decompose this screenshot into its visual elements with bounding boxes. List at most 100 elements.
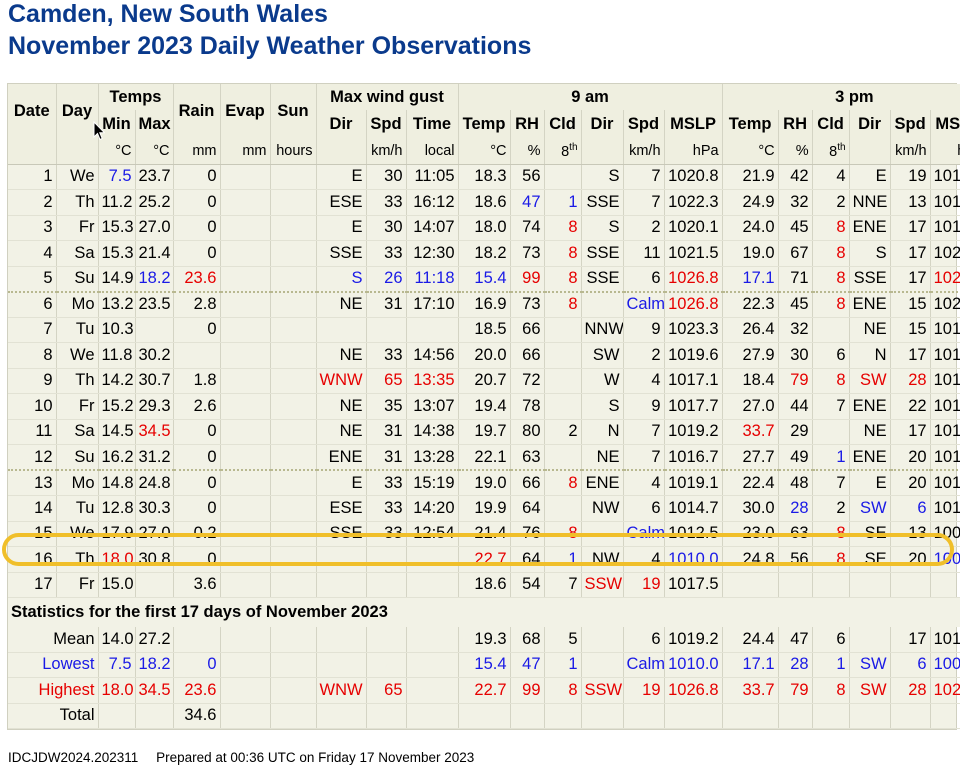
stats-cell-cld3: 6 — [812, 626, 850, 653]
stats-cell-rain: 23.6 — [173, 677, 221, 704]
cell-date: 9 — [8, 368, 57, 394]
stats-cell-min — [98, 703, 136, 729]
cell-max: 31.2 — [135, 444, 174, 471]
unit-gust-dir — [316, 138, 367, 165]
stats-cell-gdir: WNW — [316, 677, 367, 704]
cell-t9: 18.2 — [458, 240, 511, 267]
cell-dir3: ENE — [849, 444, 891, 471]
footer: IDCJDW2024.202311 Prepared at 00:36 UTC … — [8, 750, 474, 765]
header-gust-time: Time — [406, 110, 459, 138]
stats-cell-p3: 1007.6 — [930, 652, 960, 678]
cell-t3: 26.4 — [722, 317, 779, 343]
cell-rain: 3.6 — [173, 572, 221, 598]
cell-t3: 18.4 — [722, 368, 779, 394]
cell-evap — [220, 317, 271, 343]
table-row: 2 Th 11.2 25.2 0 ESE 33 16:12 18.6 47 1 SSE 7 1022.3 2… — [8, 189, 960, 216]
cell-sun — [270, 419, 317, 445]
cell-date: 8 — [8, 342, 57, 369]
cell-rh9: 72 — [510, 368, 545, 394]
cell-max: 23.7 — [135, 164, 174, 190]
cell-max: 34.5 — [135, 419, 174, 445]
cell-evap — [220, 495, 271, 522]
cell-spd9: 7 — [623, 164, 665, 190]
cell-date: 2 — [8, 189, 57, 216]
cell-rain: 23.6 — [173, 266, 221, 292]
cell-dir3: SSE — [849, 266, 891, 292]
stats-cell-rh9: 47 — [510, 652, 545, 678]
stats-cell-max: 27.2 — [135, 626, 174, 653]
stats-cell-rain — [173, 626, 221, 653]
cell-spd9: 11 — [623, 240, 665, 267]
cell-p3 — [930, 572, 960, 598]
cell-gdir — [316, 317, 367, 343]
cell-t9: 22.7 — [458, 546, 511, 573]
cell-dir9: SSE — [581, 266, 624, 292]
cell-day: Fr — [56, 393, 99, 420]
stats-heading-row: Statistics for the first 17 days of Nove… — [8, 597, 960, 627]
cell-cld3: 8 — [812, 215, 850, 241]
header-sun: Sun — [270, 84, 317, 138]
cell-day: Fr — [56, 215, 99, 241]
cell-rain: 0 — [173, 495, 221, 522]
table-row: 17 Fr 15.0 3.6 18.6 54 7 SSW 19 1017.5 — [8, 572, 960, 598]
cell-max: 27.0 — [135, 215, 174, 241]
cell-rh9: 73 — [510, 290, 545, 318]
cell-spd9: 6 — [623, 266, 665, 292]
cell-dir3: SW — [849, 368, 891, 394]
cell-t3: 24.0 — [722, 215, 779, 241]
header-max-wind-gust: Max wind gust — [316, 84, 459, 110]
cell-dir3: N — [849, 342, 891, 369]
cell-p9: 1020.8 — [664, 164, 723, 190]
cell-t9: 18.3 — [458, 164, 511, 190]
cell-min: 14.2 — [98, 368, 136, 394]
stats-cell-gdir — [316, 703, 367, 729]
stats-cell-t3 — [722, 703, 779, 729]
cell-date: 4 — [8, 240, 57, 267]
cell-p3: 1026.6 — [930, 266, 960, 292]
unit-9am-mslp: hPa — [664, 138, 723, 165]
cell-max: 30.8 — [135, 546, 174, 573]
header-row-units: °C °C mm mm hours km/h local °C % 8th km… — [8, 138, 960, 165]
cell-day: Tu — [56, 317, 99, 343]
header-gust-spd: Spd — [366, 110, 407, 138]
cell-dir3: ENE — [849, 290, 891, 318]
cell-gtime: 12:30 — [406, 240, 459, 267]
stats-cell-dir9 — [581, 703, 624, 729]
cell-spd3: 19 — [890, 164, 931, 190]
cell-cld3 — [812, 419, 850, 445]
cell-spd3: 6 — [890, 495, 931, 522]
cell-sun — [270, 368, 317, 394]
cell-max: 30.7 — [135, 368, 174, 394]
header-row-groups: Date Day Temps Rain Evap Sun Max wind gu… — [8, 84, 960, 138]
header-3pm-dir: Dir — [849, 110, 891, 138]
cell-rh9: 66 — [510, 469, 545, 496]
stats-cell-min: 18.0 — [98, 677, 136, 704]
cell-day: Tu — [56, 495, 99, 522]
header-9am-mslp: MSLP — [664, 110, 723, 138]
cell-sun — [270, 240, 317, 267]
cell-t9: 19.7 — [458, 419, 511, 445]
cell-day: Fr — [56, 572, 99, 598]
cell-min: 7.5 — [98, 164, 136, 190]
cell-rh3: 45 — [778, 290, 813, 318]
cell-gspd: 33 — [366, 469, 407, 496]
cell-spd3: 20 — [890, 444, 931, 471]
cell-cld9 — [544, 342, 582, 369]
cell-spd9: Calm — [623, 521, 665, 547]
stats-cell-dir3: SW — [849, 677, 891, 704]
table-row: 9 Th 14.2 30.7 1.8 WNW 65 13:35 20.7 72 W 4 1017.1 18… — [8, 368, 960, 394]
cell-p3: 1017.8 — [930, 317, 960, 343]
cell-rh3: 49 — [778, 444, 813, 471]
cell-sun — [270, 469, 317, 496]
cell-cld3 — [812, 317, 850, 343]
stats-cell-cld3: 1 — [812, 652, 850, 678]
cell-t3: 27.0 — [722, 393, 779, 420]
cell-spd9: 4 — [623, 368, 665, 394]
footer-prepared: Prepared at 00:36 UTC on Friday 17 Novem… — [156, 750, 475, 765]
cell-spd9: 7 — [623, 419, 665, 445]
cell-rh3: 42 — [778, 164, 813, 190]
cell-sun — [270, 495, 317, 522]
cell-cld3 — [812, 572, 850, 598]
stats-cell-p9: 1019.2 — [664, 626, 723, 653]
cell-p9: 1019.1 — [664, 469, 723, 496]
